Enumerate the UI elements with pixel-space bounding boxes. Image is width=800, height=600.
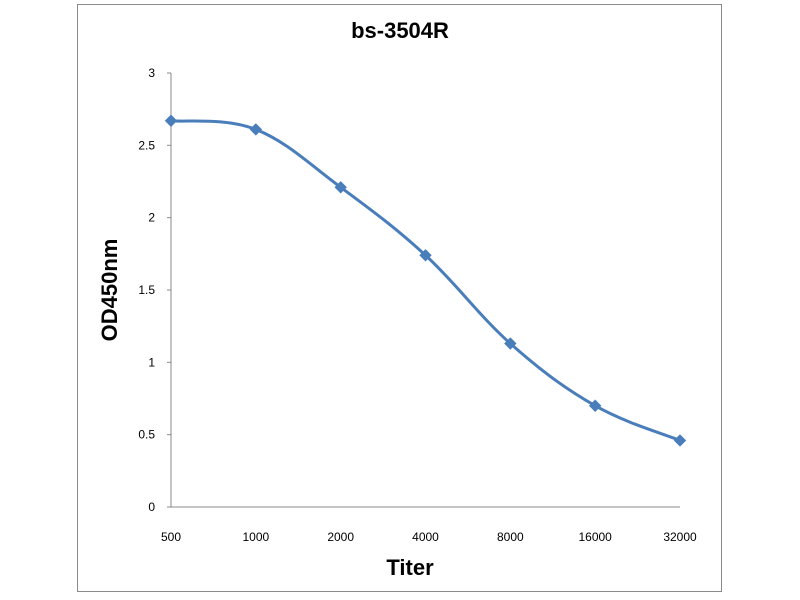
y-ticks: 0 0.5 1 1.5 2 2.5 3 bbox=[138, 66, 171, 514]
chart-frame bbox=[77, 4, 722, 592]
series bbox=[164, 114, 687, 447]
y-tick-label: 1 bbox=[148, 355, 155, 369]
data-point-marker bbox=[588, 399, 602, 412]
data-point-marker bbox=[249, 123, 263, 136]
x-tick-label: 4000 bbox=[412, 530, 439, 544]
y-tick-label: 2 bbox=[148, 211, 155, 225]
x-axis-label: Titer bbox=[386, 555, 434, 580]
series-line bbox=[170, 119, 681, 442]
y-tick-label: 2.5 bbox=[138, 138, 155, 152]
x-tick-label: 16000 bbox=[578, 530, 612, 544]
data-point-marker bbox=[334, 181, 347, 194]
y-tick-label: 0.5 bbox=[138, 428, 155, 442]
y-tick-label: 1.5 bbox=[138, 283, 155, 297]
x-tick-label: 1000 bbox=[242, 530, 269, 544]
x-tick-label: 8000 bbox=[497, 530, 524, 544]
y-tick-label: 0 bbox=[148, 500, 155, 514]
x-tick-label: 500 bbox=[161, 530, 181, 544]
data-point-marker bbox=[419, 249, 432, 262]
axes bbox=[170, 73, 680, 508]
data-point-marker bbox=[164, 114, 178, 127]
x-ticks: 500 1000 2000 4000 8000 16000 32000 bbox=[161, 530, 697, 544]
x-tick-label: 32000 bbox=[663, 530, 697, 544]
y-tick-label: 3 bbox=[148, 66, 155, 80]
chart-title: bs-3504R bbox=[351, 18, 449, 43]
data-point-marker bbox=[673, 434, 687, 447]
x-tick-label: 2000 bbox=[327, 530, 354, 544]
data-point-marker bbox=[504, 337, 517, 350]
